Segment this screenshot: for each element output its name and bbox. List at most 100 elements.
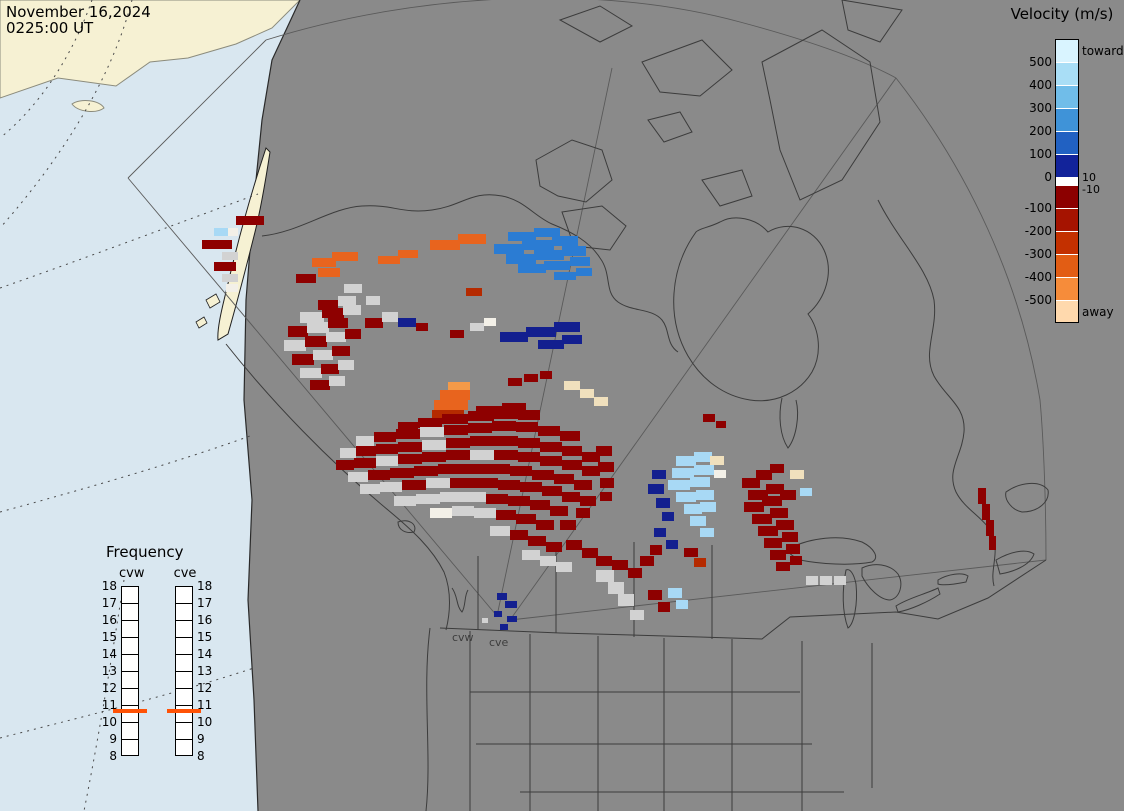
- velocity-cell: [354, 458, 376, 468]
- velocity-cell: [390, 468, 414, 478]
- velocity-cell: [668, 588, 682, 598]
- frequency-tick-line: [121, 637, 139, 638]
- velocity-cell: [790, 556, 802, 565]
- velocity-cell: [516, 514, 536, 524]
- velocity-cell: [540, 556, 556, 566]
- velocity-cell: [312, 258, 336, 267]
- velocity-cell: [380, 482, 402, 492]
- velocity-cell: [518, 438, 540, 448]
- velocity-cell: [748, 490, 768, 500]
- velocity-cell: [786, 544, 800, 554]
- velocity-cell: [630, 610, 644, 620]
- velocity-cell: [414, 466, 438, 476]
- colorbar-segment: [1056, 208, 1078, 231]
- velocity-cell: [654, 528, 666, 537]
- velocity-cell: [676, 600, 688, 609]
- frequency-tick-line: [121, 705, 139, 706]
- velocity-cell: [648, 590, 662, 600]
- velocity-cell: [612, 560, 628, 570]
- velocity-cell: [560, 431, 580, 441]
- frequency-tick-line: [121, 620, 139, 621]
- velocity-cell: [356, 436, 374, 446]
- velocity-cell: [382, 312, 398, 322]
- velocity-cell: [658, 602, 670, 612]
- velocity-cell: [522, 240, 554, 250]
- velocity-cell: [292, 354, 314, 365]
- velocity-cell: [562, 492, 580, 502]
- velocity-cell: [470, 323, 484, 331]
- velocity-cell: [288, 326, 308, 337]
- velocity-cell: [562, 246, 586, 256]
- frequency-tick-line: [121, 603, 139, 604]
- frequency-tick-line: [175, 671, 193, 672]
- velocity-cell: [752, 514, 772, 524]
- velocity-cell: [530, 500, 550, 510]
- velocity-cell: [402, 480, 426, 490]
- colorbar-tick-label: 200: [1029, 124, 1052, 138]
- velocity-cell: [466, 288, 482, 296]
- velocity-cell: [554, 322, 580, 332]
- velocity-cell: [368, 470, 390, 480]
- velocity-cell: [332, 346, 350, 356]
- velocity-cell: [684, 504, 702, 514]
- velocity-cell: [202, 240, 232, 249]
- velocity-cell: [398, 422, 418, 432]
- radar-site-label-cve: cve: [489, 636, 509, 649]
- velocity-cell: [518, 264, 546, 273]
- colorbar-segment: [1056, 277, 1078, 300]
- velocity-cell: [676, 492, 696, 502]
- velocity-cell: [345, 329, 361, 339]
- velocity-cell: [318, 300, 338, 310]
- velocity-cell: [458, 234, 486, 244]
- colorbar-tick-label: -500: [1024, 293, 1052, 307]
- frequency-tick-label: 17: [197, 596, 213, 610]
- velocity-cell: [446, 450, 470, 460]
- velocity-cell: [552, 236, 578, 246]
- colorbar-segment: [1056, 62, 1078, 85]
- velocity-cell: [438, 464, 462, 474]
- velocity-cell: [307, 322, 329, 333]
- velocity-cell: [648, 484, 664, 494]
- frequency-tick-line: [121, 688, 139, 689]
- velocity-cell: [300, 368, 322, 378]
- frequency-tick-label: 14: [197, 647, 213, 661]
- velocity-cell: [574, 480, 592, 490]
- velocity-cell: [596, 570, 614, 582]
- colorbar-tick-label: 400: [1029, 78, 1052, 92]
- velocity-cell: [310, 380, 330, 390]
- velocity-cell: [782, 532, 798, 542]
- velocity-cell: [544, 261, 570, 270]
- velocity-cell: [506, 254, 536, 264]
- velocity-cell: [356, 446, 376, 456]
- velocity-cell: [596, 556, 612, 566]
- frequency-tick-label: 13: [101, 664, 117, 678]
- frequency-column-header-cvw: cvw: [119, 566, 145, 581]
- velocity-cell: [494, 611, 502, 617]
- velocity-cell: [742, 478, 760, 488]
- velocity-cell: [510, 530, 528, 540]
- velocity-colorbar-title: Velocity (m/s): [1010, 5, 1114, 23]
- velocity-cell: [562, 460, 582, 470]
- velocity-cell: [396, 429, 420, 439]
- velocity-cell: [494, 244, 524, 254]
- velocity-cell: [366, 296, 380, 305]
- velocity-cell: [534, 228, 560, 237]
- frequency-tick-line: [121, 671, 139, 672]
- velocity-cell: [236, 216, 264, 225]
- colorbar-segment: [1056, 85, 1078, 108]
- velocity-cell: [538, 426, 560, 436]
- velocity-cell: [446, 438, 470, 448]
- velocity-cell: [540, 442, 562, 452]
- colorbar-segment: [1056, 231, 1078, 254]
- continent-area: [244, 0, 1124, 811]
- colorbar-segment: [1056, 154, 1078, 177]
- velocity-cell: [422, 452, 446, 462]
- velocity-cell: [321, 364, 339, 374]
- frequency-tick-label: 12: [197, 681, 213, 695]
- velocity-cell: [482, 618, 488, 623]
- alaska-landmass: [0, 0, 301, 112]
- velocity-cell: [222, 274, 238, 282]
- velocity-cell: [800, 488, 812, 496]
- velocity-cell: [468, 411, 494, 421]
- velocity-cell: [538, 340, 564, 349]
